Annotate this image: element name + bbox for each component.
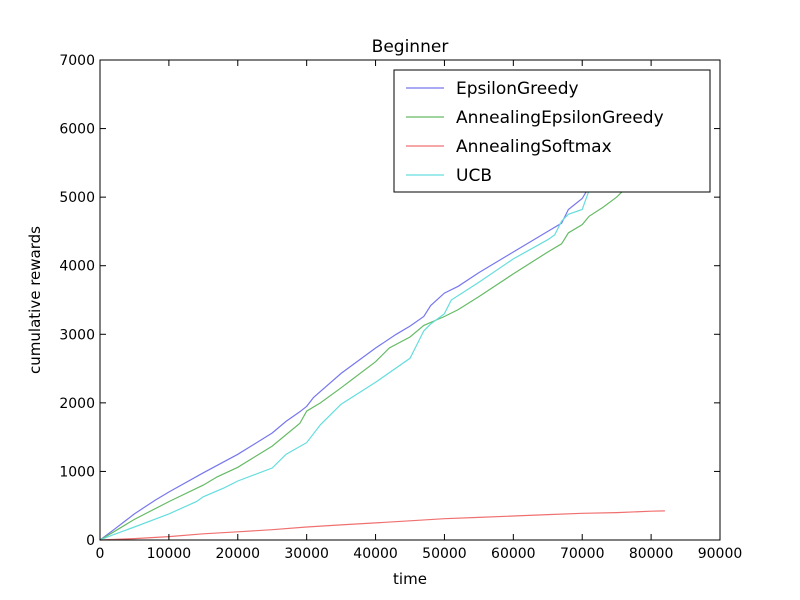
x-tick-label: 70000 (560, 546, 605, 562)
plot-frame (99, 59, 721, 541)
legend-label-1: AnnealingEpsilonGreedy (456, 108, 664, 128)
y-tick-label: 5000 (59, 190, 95, 206)
series-line-1 (99, 189, 625, 541)
y-tick-label: 0 (86, 533, 95, 549)
legend: EpsilonGreedy AnnealingEpsilonGreedy Annea… (393, 69, 711, 193)
series-line-3 (99, 190, 590, 541)
chart-title: Beginner (372, 37, 449, 57)
ticks-layer: 0 10000 20000 30000 40000 50000 60000 70000 8000… (59, 53, 742, 562)
series-layer (99, 186, 665, 541)
y-tick-label: 6000 (59, 122, 95, 138)
legend-frame (393, 69, 711, 193)
x-tick-label: 80000 (629, 546, 674, 562)
y-tick-label: 3000 (59, 327, 95, 343)
x-tick-label: 20000 (216, 546, 261, 562)
x-axis-label: time (393, 570, 427, 588)
series-line-2 (99, 510, 665, 541)
x-tick-label: 60000 (491, 546, 536, 562)
y-tick-label: 1000 (59, 464, 95, 480)
x-tick-label: 0 (96, 546, 105, 562)
y-tick-label: 7000 (59, 53, 95, 69)
y-axis-label: cumulative rewards (26, 226, 44, 374)
x-tick-label: 30000 (284, 546, 329, 562)
x-tick-label: 40000 (353, 546, 398, 562)
y-tick-label: 2000 (59, 396, 95, 412)
x-tick-label: 90000 (698, 546, 743, 562)
legend-label-3: UCB (456, 166, 492, 186)
series-line-0 (99, 186, 590, 541)
legend-label-0: EpsilonGreedy (456, 79, 579, 99)
x-tick-label: 50000 (422, 546, 467, 562)
legend-label-2: AnnealingSoftmax (456, 137, 612, 157)
x-tick-label: 10000 (147, 546, 192, 562)
y-tick-label: 4000 (59, 259, 95, 275)
